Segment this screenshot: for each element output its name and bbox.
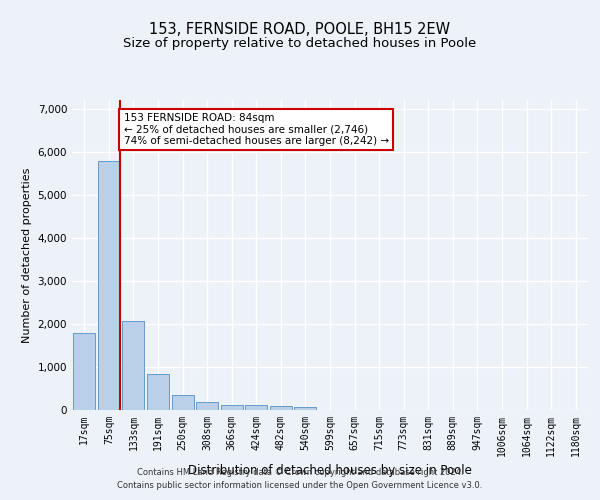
Bar [122,322,145,410]
Bar [270,406,292,410]
Text: 153 FERNSIDE ROAD: 84sqm
← 25% of detached houses are smaller (2,746)
74% of sem: 153 FERNSIDE ROAD: 84sqm ← 25% of detach… [124,113,389,146]
Bar [147,374,169,410]
Text: Contains public sector information licensed under the Open Government Licence v3: Contains public sector information licen… [118,480,482,490]
Bar [295,407,316,410]
Bar [172,396,194,410]
Bar [98,161,120,410]
Y-axis label: Number of detached properties: Number of detached properties [22,168,32,342]
Bar [73,334,95,410]
Text: 153, FERNSIDE ROAD, POOLE, BH15 2EW: 153, FERNSIDE ROAD, POOLE, BH15 2EW [149,22,451,38]
Bar [245,406,268,410]
Text: Contains HM Land Registry data © Crown copyright and database right 2024.: Contains HM Land Registry data © Crown c… [137,468,463,477]
X-axis label: Distribution of detached houses by size in Poole: Distribution of detached houses by size … [188,464,472,477]
Bar [196,402,218,410]
Bar [221,405,243,410]
Text: Size of property relative to detached houses in Poole: Size of property relative to detached ho… [124,38,476,51]
